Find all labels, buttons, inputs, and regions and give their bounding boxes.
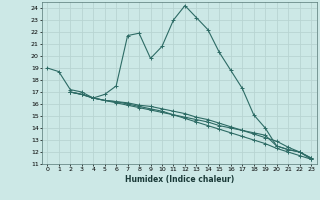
X-axis label: Humidex (Indice chaleur): Humidex (Indice chaleur) bbox=[124, 175, 234, 184]
